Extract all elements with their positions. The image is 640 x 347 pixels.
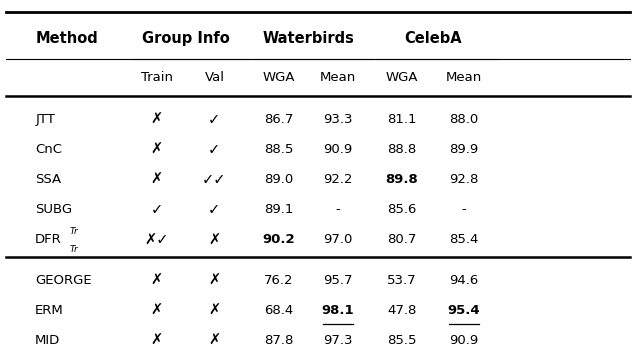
Text: 88.5: 88.5 <box>264 143 293 156</box>
Text: ✓✓: ✓✓ <box>202 172 227 187</box>
Text: 95.7: 95.7 <box>323 274 353 287</box>
Text: $T\!r$: $T\!r$ <box>69 225 79 236</box>
Text: 88.8: 88.8 <box>387 143 417 156</box>
Text: GEORGE: GEORGE <box>35 274 92 287</box>
Text: 94.6: 94.6 <box>449 274 479 287</box>
Text: 90.9: 90.9 <box>449 334 479 347</box>
Text: 89.9: 89.9 <box>449 143 479 156</box>
Text: 98.1: 98.1 <box>322 304 354 317</box>
Text: 88.0: 88.0 <box>449 112 479 126</box>
Text: 97.0: 97.0 <box>323 234 353 246</box>
Text: MID: MID <box>35 334 60 347</box>
Text: 92.8: 92.8 <box>449 173 479 186</box>
Text: ✓: ✓ <box>150 202 163 217</box>
Text: 89.1: 89.1 <box>264 203 293 216</box>
Text: 92.2: 92.2 <box>323 173 353 186</box>
Text: ✓: ✓ <box>208 202 221 217</box>
Text: $T\!r$: $T\!r$ <box>69 243 79 254</box>
Text: 93.3: 93.3 <box>323 112 353 126</box>
Text: Method: Method <box>35 31 98 46</box>
Text: ✓: ✓ <box>208 142 221 157</box>
Text: WGA: WGA <box>386 71 418 84</box>
Text: JTT: JTT <box>35 112 55 126</box>
Text: 90.9: 90.9 <box>323 143 353 156</box>
Text: CnC: CnC <box>35 143 62 156</box>
Text: 95.4: 95.4 <box>448 304 480 317</box>
Text: 87.8: 87.8 <box>264 334 293 347</box>
Text: ✗: ✗ <box>208 273 221 288</box>
Text: -: - <box>335 203 340 216</box>
Text: SSA: SSA <box>35 173 61 186</box>
Text: 97.3: 97.3 <box>323 334 353 347</box>
Text: 89.0: 89.0 <box>264 173 293 186</box>
Text: 85.5: 85.5 <box>387 334 417 347</box>
Text: 68.4: 68.4 <box>264 304 293 317</box>
Text: 90.2: 90.2 <box>262 234 294 246</box>
Text: ✗: ✗ <box>208 232 221 247</box>
Text: ✗: ✗ <box>150 333 163 347</box>
Text: Val: Val <box>204 71 225 84</box>
Text: 89.8: 89.8 <box>385 173 419 186</box>
Text: 76.2: 76.2 <box>264 274 293 287</box>
Text: 80.7: 80.7 <box>387 234 417 246</box>
Text: ✗: ✗ <box>150 273 163 288</box>
Text: ✗: ✗ <box>208 333 221 347</box>
Text: Train: Train <box>141 71 173 84</box>
Text: ✗✓: ✗✓ <box>145 232 169 247</box>
Text: ERM: ERM <box>35 304 64 317</box>
Text: -: - <box>461 203 467 216</box>
Text: Waterbirds: Waterbirds <box>262 31 354 46</box>
Text: ✗: ✗ <box>150 303 163 318</box>
Text: Mean: Mean <box>446 71 482 84</box>
Text: ✗: ✗ <box>208 303 221 318</box>
Text: 85.4: 85.4 <box>449 234 479 246</box>
Text: Mean: Mean <box>320 71 356 84</box>
Text: 53.7: 53.7 <box>387 274 417 287</box>
Text: SUBG: SUBG <box>35 203 72 216</box>
Text: 86.7: 86.7 <box>264 112 293 126</box>
Text: 85.6: 85.6 <box>387 203 417 216</box>
Text: 81.1: 81.1 <box>387 112 417 126</box>
Text: Group Info: Group Info <box>141 31 230 46</box>
Text: ✗: ✗ <box>150 112 163 127</box>
Text: WGA: WGA <box>262 71 294 84</box>
Text: 47.8: 47.8 <box>387 304 417 317</box>
Text: ✗: ✗ <box>150 172 163 187</box>
Text: DFR: DFR <box>35 234 62 246</box>
Text: ✓: ✓ <box>208 112 221 127</box>
Text: ✗: ✗ <box>150 142 163 157</box>
Text: CelebA: CelebA <box>404 31 462 46</box>
